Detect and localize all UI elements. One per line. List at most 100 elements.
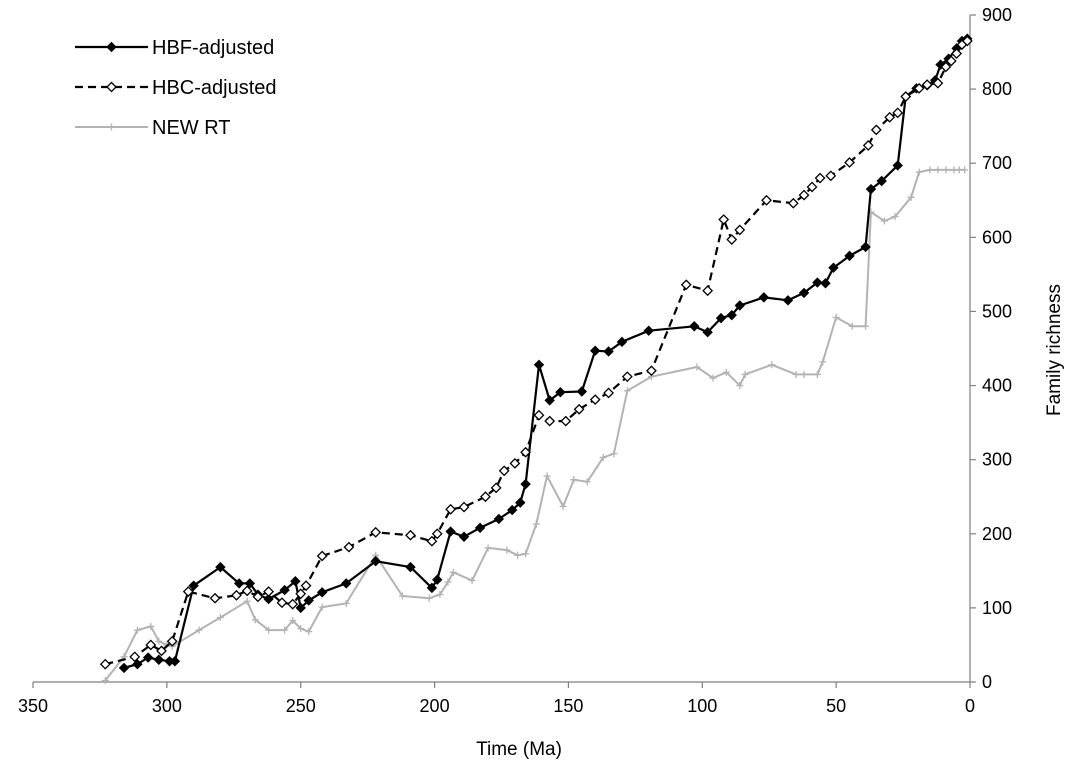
data-point: [798, 189, 810, 201]
data-point: [576, 386, 588, 397]
data-point: [892, 160, 903, 171]
data-point: [106, 41, 117, 53]
data-point: [961, 166, 969, 174]
data-point: [287, 598, 299, 610]
y-tick-label: 200: [982, 524, 1012, 544]
data-point: [828, 262, 839, 273]
data-point: [276, 597, 288, 609]
data-point: [188, 580, 199, 591]
data-point: [458, 531, 470, 542]
data-point: [507, 504, 518, 516]
data-point: [520, 478, 531, 490]
data-point: [533, 409, 545, 421]
data-point: [153, 654, 165, 665]
data-point: [493, 513, 505, 525]
data-point: [209, 592, 221, 604]
y-tick-label: 100: [982, 598, 1012, 618]
data-point: [741, 370, 749, 378]
data-point: [303, 595, 314, 606]
data-point: [961, 35, 973, 47]
legend-label: HBF-adjusted: [152, 37, 274, 59]
data-point: [108, 123, 115, 131]
data-point: [702, 326, 713, 338]
data-point: [243, 597, 251, 605]
legend-label: HBC-adjusted: [152, 77, 277, 99]
data-point: [891, 213, 899, 221]
y-tick-label: 400: [982, 376, 1012, 396]
data-point: [819, 358, 827, 366]
data-point: [99, 658, 111, 670]
data-point: [616, 336, 628, 348]
data-point: [498, 465, 510, 477]
data-point: [892, 107, 904, 119]
legend-item: NEW RT: [75, 117, 231, 139]
data-point: [145, 639, 157, 651]
legend-item: HBF-adjusted: [75, 37, 274, 59]
data-point: [341, 578, 352, 589]
data-point: [718, 214, 730, 225]
data-point: [599, 453, 607, 461]
x-tick-label: 250: [286, 696, 316, 716]
data-point: [589, 394, 601, 406]
y-axis-title: Family richness: [1044, 284, 1065, 416]
y-tick-label: 700: [982, 153, 1012, 173]
data-point: [532, 520, 540, 528]
series-hbc-adjusted: [99, 35, 973, 670]
data-point: [305, 628, 313, 636]
data-point: [370, 555, 381, 567]
data-point: [680, 279, 692, 291]
data-point: [792, 370, 800, 378]
data-point: [603, 387, 615, 399]
data-point: [300, 580, 312, 592]
data-point: [195, 626, 203, 634]
data-point: [758, 292, 770, 303]
data-point: [514, 551, 522, 559]
data-point: [689, 321, 700, 332]
data-point: [509, 457, 521, 469]
data-point: [610, 450, 618, 458]
legend-item: HBC-adjusted: [75, 77, 277, 99]
data-point: [155, 637, 163, 645]
x-tick-label: 350: [18, 696, 48, 716]
data-point: [263, 586, 275, 598]
data-point: [444, 578, 452, 586]
data-point: [490, 482, 502, 494]
data-point: [726, 234, 738, 245]
data-point: [734, 300, 745, 311]
data-point: [252, 591, 264, 603]
series-layer: [99, 33, 973, 685]
data-point: [297, 625, 305, 633]
data-point: [825, 170, 837, 182]
y-tick-label: 0: [982, 672, 992, 692]
data-point: [559, 502, 567, 510]
data-point: [643, 325, 654, 336]
data-point: [646, 365, 657, 377]
data-point: [573, 403, 585, 415]
data-point: [844, 250, 855, 262]
data-point: [787, 197, 799, 209]
data-point: [244, 578, 256, 589]
data-point: [812, 277, 823, 288]
data-point: [848, 322, 856, 330]
data-point: [900, 91, 912, 102]
data-point: [589, 345, 601, 356]
legend: HBF-adjusted HBC-adjusted NEW RT: [75, 37, 277, 139]
data-point: [820, 278, 831, 289]
y-tick-label: 300: [982, 450, 1012, 470]
data-point: [251, 616, 259, 624]
data-point: [533, 359, 545, 371]
data-point: [934, 166, 942, 174]
data-point: [726, 309, 737, 321]
data-point: [876, 175, 887, 187]
data-point: [544, 415, 556, 427]
data-point: [132, 659, 143, 670]
data-point: [913, 82, 925, 94]
data-point: [798, 287, 810, 299]
data-point: [503, 546, 511, 554]
data-point: [813, 370, 821, 378]
data-point: [318, 603, 326, 611]
data-point: [734, 224, 746, 236]
data-point: [623, 387, 631, 395]
data-point: [555, 387, 566, 398]
